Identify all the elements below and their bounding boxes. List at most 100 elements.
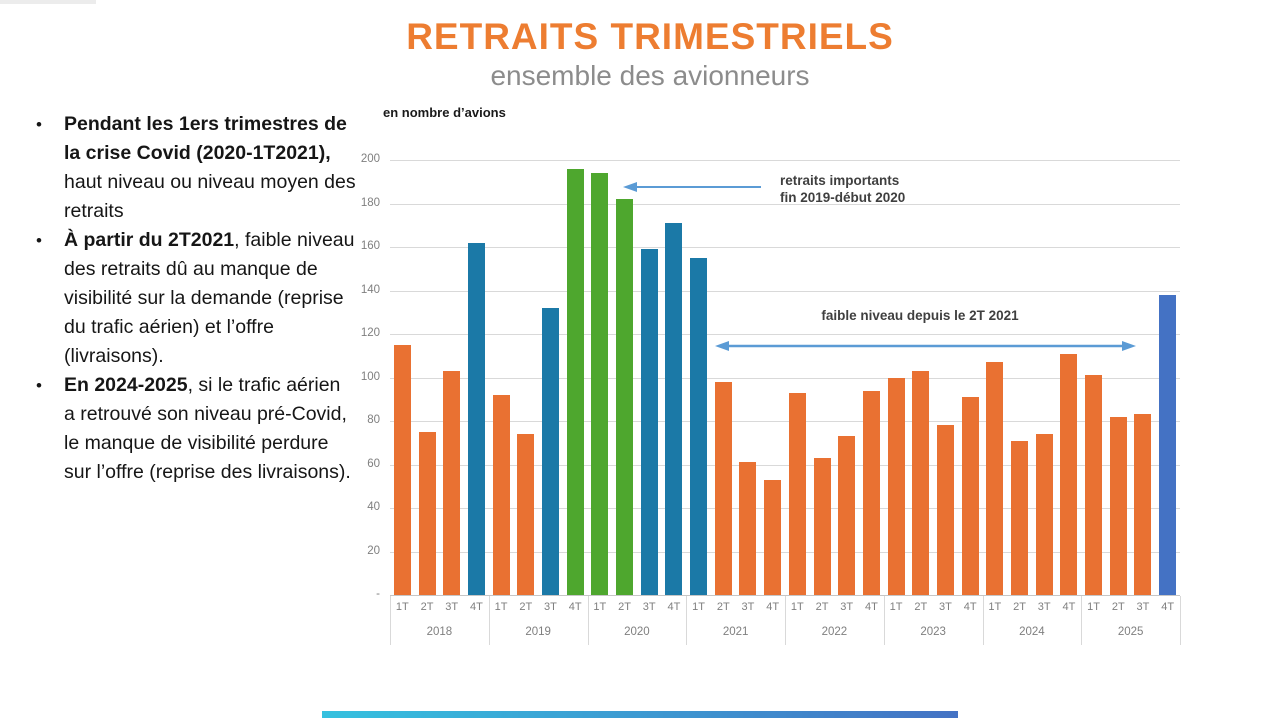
x-quarter-label-2019-3T: 3T	[544, 601, 557, 613]
bar-2020-1T	[591, 173, 609, 595]
x-quarter-label-2022-1T: 1T	[790, 601, 804, 613]
bar-2018-2T	[418, 431, 436, 595]
bar-2019-1T	[492, 394, 510, 595]
x-quarter-label-2023-1T: 1T	[889, 601, 903, 613]
x-quarter-label-2018-3T: 3T	[445, 601, 459, 613]
x-quarter-label-2020-3T: 3T	[642, 601, 656, 613]
bar-2023-1T	[887, 377, 905, 595]
bullet-item-2: À partir du 2T2021, faible niveau des re…	[30, 226, 356, 371]
x-quarter-label-2023-4T: 4T	[963, 601, 977, 613]
annotation-low-level-text: faible niveau depuis le 2T 2021	[821, 308, 1019, 323]
bullet-3-text: , si le trafic aérien a retrouvé son niv…	[64, 374, 351, 483]
y-tick-label-60: 60	[367, 457, 380, 470]
bar-2025-2T	[1109, 416, 1127, 595]
x-quarter-label-2022-4T: 4T	[864, 601, 878, 613]
window-artifact-strip	[0, 0, 96, 4]
bar-2018-4T	[467, 242, 485, 595]
bar-2022-4T	[862, 390, 880, 595]
gridline-80	[390, 421, 1180, 422]
bullet-2-lead: À partir du 2T2021	[64, 229, 235, 251]
annotation-high-retirements: retraits importants fin 2019-début 2020	[780, 172, 905, 206]
bar-2023-4T	[961, 397, 979, 595]
x-year-label-2025: 2025	[1117, 626, 1144, 638]
chart-subtitle: ensemble des avionneurs	[490, 60, 810, 91]
x-quarter-label-2025-3T: 3T	[1136, 601, 1150, 613]
bar-2022-1T	[788, 392, 806, 595]
x-axis-year-separator	[982, 596, 984, 645]
y-tick-label-20: 20	[367, 544, 380, 557]
gridline-40	[390, 508, 1180, 509]
bar-2020-2T	[616, 199, 634, 595]
x-quarter-label-2024-4T: 4T	[1062, 601, 1076, 613]
annotation-high-retirements-line2: fin 2019-début 2020	[780, 190, 906, 205]
x-quarter-label-2021-1T: 1T	[692, 601, 706, 613]
bar-2025-4T	[1159, 294, 1177, 595]
bar-2023-2T	[912, 370, 930, 595]
bullet-1-text: haut niveau ou niveau moyen des retraits	[64, 171, 356, 222]
x-axis-year-separator	[686, 596, 688, 645]
gridline-180	[390, 203, 1180, 205]
bullet-item-1: Pendant les 1ers trimestres de la crise …	[30, 110, 356, 226]
x-axis-year-separator	[1180, 596, 1181, 645]
x-quarter-label-2018-2T: 2T	[420, 601, 434, 613]
x-quarter-label-2024-1T: 1T	[988, 601, 1002, 613]
x-quarter-label-2024-2T: 2T	[1013, 601, 1026, 613]
x-quarter-label-2019-4T: 4T	[568, 601, 582, 613]
y-tick-label-160: 160	[360, 240, 380, 252]
x-year-label-2020: 2020	[624, 626, 650, 638]
x-quarter-label-2020-2T: 2T	[618, 601, 631, 613]
gridline-140	[390, 290, 1180, 292]
gridline-120	[390, 334, 1180, 335]
bar-2019-3T	[541, 307, 559, 595]
bar-2022-3T	[838, 436, 856, 595]
y-tick-label-0: -	[376, 588, 380, 600]
bar-2019-4T	[566, 168, 584, 595]
y-tick-label-180: 180	[360, 196, 380, 209]
annotation-low-level: faible niveau depuis le 2T 2021	[760, 307, 1080, 324]
y-tick-label-200: 200	[360, 153, 380, 165]
gridline-20	[390, 551, 1180, 553]
x-quarter-label-2025-1T: 1T	[1087, 601, 1101, 613]
x-quarter-label-2023-2T: 2T	[914, 601, 928, 613]
left-arrow-icon	[623, 182, 761, 192]
bar-2025-1T	[1085, 375, 1103, 595]
annotation-high-retirements-line1: retraits importants	[780, 173, 900, 188]
bullet-2-text: , faible niveau des retraits dû au manqu…	[64, 229, 355, 367]
bullet-item-3: En 2024-2025, si le trafic aérien a retr…	[30, 371, 356, 487]
x-quarter-label-2021-4T: 4T	[766, 601, 780, 613]
x-axis-year-separator	[587, 596, 589, 645]
bullet-1-lead: Pendant les 1ers trimestres de la crise …	[64, 113, 347, 164]
bar-2018-3T	[443, 370, 461, 595]
x-year-label-2019: 2019	[525, 626, 551, 638]
bar-2021-4T	[764, 479, 782, 595]
chart-title: RETRAITS TRIMESTRIELS	[406, 16, 894, 57]
x-axis-year-separator	[390, 596, 391, 645]
x-year-label-2021: 2021	[722, 626, 749, 638]
gridline-200	[390, 160, 1180, 161]
x-quarter-label-2025-4T: 4T	[1161, 601, 1175, 613]
x-quarter-label-2022-3T: 3T	[840, 601, 854, 613]
bar-2024-4T	[1060, 353, 1078, 595]
x-quarter-label-2019-1T: 1T	[494, 601, 508, 613]
x-quarter-label-2019-2T: 2T	[519, 601, 533, 613]
bar-2020-4T	[665, 223, 683, 595]
bullet-3-lead: En 2024-2025	[64, 374, 188, 396]
x-quarter-label-2018-4T: 4T	[469, 601, 483, 613]
x-axis-year-separator	[883, 596, 885, 645]
bar-2023-3T	[936, 425, 954, 595]
double-arrow-icon	[715, 341, 1136, 351]
bar-2020-3T	[640, 249, 658, 595]
bar-2024-3T	[1035, 434, 1053, 595]
x-year-label-2023: 2023	[920, 626, 946, 638]
slide-decorative-band	[322, 711, 958, 718]
x-quarter-label-2020-1T: 1T	[593, 601, 607, 613]
bar-2025-3T	[1134, 414, 1152, 595]
bar-2024-2T	[1011, 440, 1029, 595]
gridline-60	[390, 464, 1180, 466]
y-tick-label-40: 40	[367, 501, 380, 513]
bar-2022-2T	[813, 457, 831, 595]
x-quarter-label-2024-3T: 3T	[1037, 601, 1051, 613]
bar-2021-3T	[739, 462, 757, 595]
bar-2021-2T	[714, 381, 732, 595]
